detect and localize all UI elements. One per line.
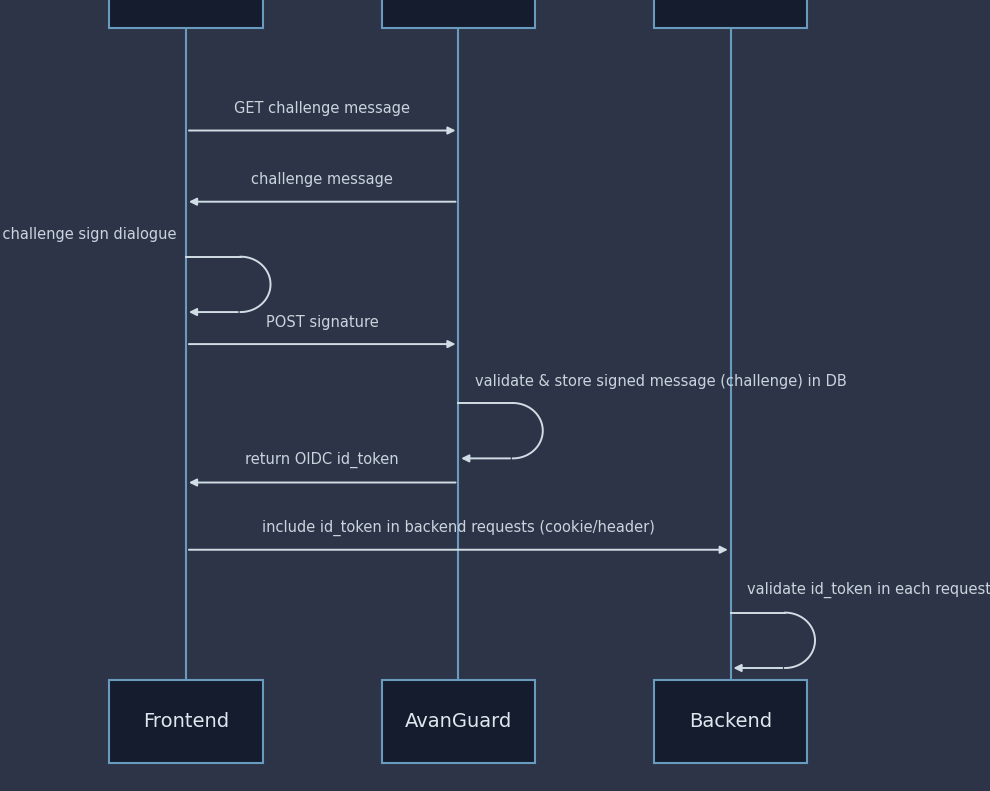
FancyBboxPatch shape bbox=[381, 0, 535, 28]
Text: display MetaMask challenge sign dialogue: display MetaMask challenge sign dialogue bbox=[0, 228, 176, 242]
Text: validate & store signed message (challenge) in DB: validate & store signed message (challen… bbox=[475, 374, 846, 389]
Text: POST signature: POST signature bbox=[266, 315, 378, 330]
Text: challenge message: challenge message bbox=[251, 172, 393, 187]
Text: GET challenge message: GET challenge message bbox=[235, 101, 410, 116]
Text: validate id_token in each request with HMAC (TODO: RSA): validate id_token in each request with H… bbox=[746, 582, 990, 598]
Text: AvanGuard: AvanGuard bbox=[405, 712, 512, 732]
FancyBboxPatch shape bbox=[109, 680, 263, 763]
FancyBboxPatch shape bbox=[109, 0, 263, 28]
FancyBboxPatch shape bbox=[381, 680, 535, 763]
FancyBboxPatch shape bbox=[653, 0, 808, 28]
Text: include id_token in backend requests (cookie/header): include id_token in backend requests (co… bbox=[262, 520, 654, 536]
Text: return OIDC id_token: return OIDC id_token bbox=[246, 452, 399, 468]
Text: Frontend: Frontend bbox=[144, 712, 229, 732]
FancyBboxPatch shape bbox=[653, 680, 808, 763]
Text: Backend: Backend bbox=[689, 712, 772, 732]
